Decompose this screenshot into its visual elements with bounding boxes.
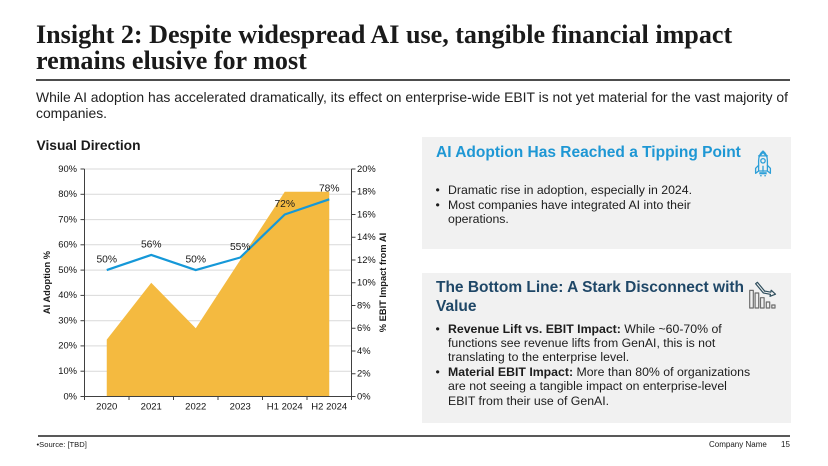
svg-text:14%: 14% [357,231,376,242]
svg-text:2023: 2023 [230,402,251,413]
svg-text:18%: 18% [357,186,376,197]
svg-text:2020: 2020 [96,402,117,413]
svg-text:8%: 8% [357,299,371,310]
svg-text:40%: 40% [58,289,77,300]
svg-text:2%: 2% [357,368,371,379]
svg-text:55%: 55% [230,242,251,253]
svg-text:70%: 70% [58,213,77,224]
svg-text:20%: 20% [58,340,77,351]
svg-text:2021: 2021 [141,402,162,413]
svg-text:H1 2024: H1 2024 [267,402,303,413]
svg-text:12%: 12% [357,254,376,265]
svg-text:10%: 10% [58,365,77,376]
svg-text:50%: 50% [185,255,206,266]
svg-text:4%: 4% [357,345,371,356]
svg-text:60%: 60% [58,239,77,250]
svg-text:H2 2024: H2 2024 [311,402,347,413]
svg-text:AI Adoption %: AI Adoption % [42,250,52,314]
svg-text:6%: 6% [357,322,371,333]
svg-text:78%: 78% [319,184,340,195]
svg-text:2022: 2022 [185,402,206,413]
svg-text:72%: 72% [274,199,295,210]
svg-text:30%: 30% [58,315,77,326]
svg-text:80%: 80% [58,188,77,199]
svg-text:10%: 10% [357,277,376,288]
svg-text:50%: 50% [96,255,117,266]
svg-text:% EBIT Impact from AI: % EBIT Impact from AI [378,233,388,332]
svg-text:20%: 20% [357,163,376,174]
svg-text:56%: 56% [141,239,162,250]
svg-text:0%: 0% [357,390,371,401]
svg-text:16%: 16% [357,208,376,219]
svg-text:90%: 90% [58,163,77,174]
svg-text:0%: 0% [63,390,77,401]
svg-text:50%: 50% [58,264,77,275]
